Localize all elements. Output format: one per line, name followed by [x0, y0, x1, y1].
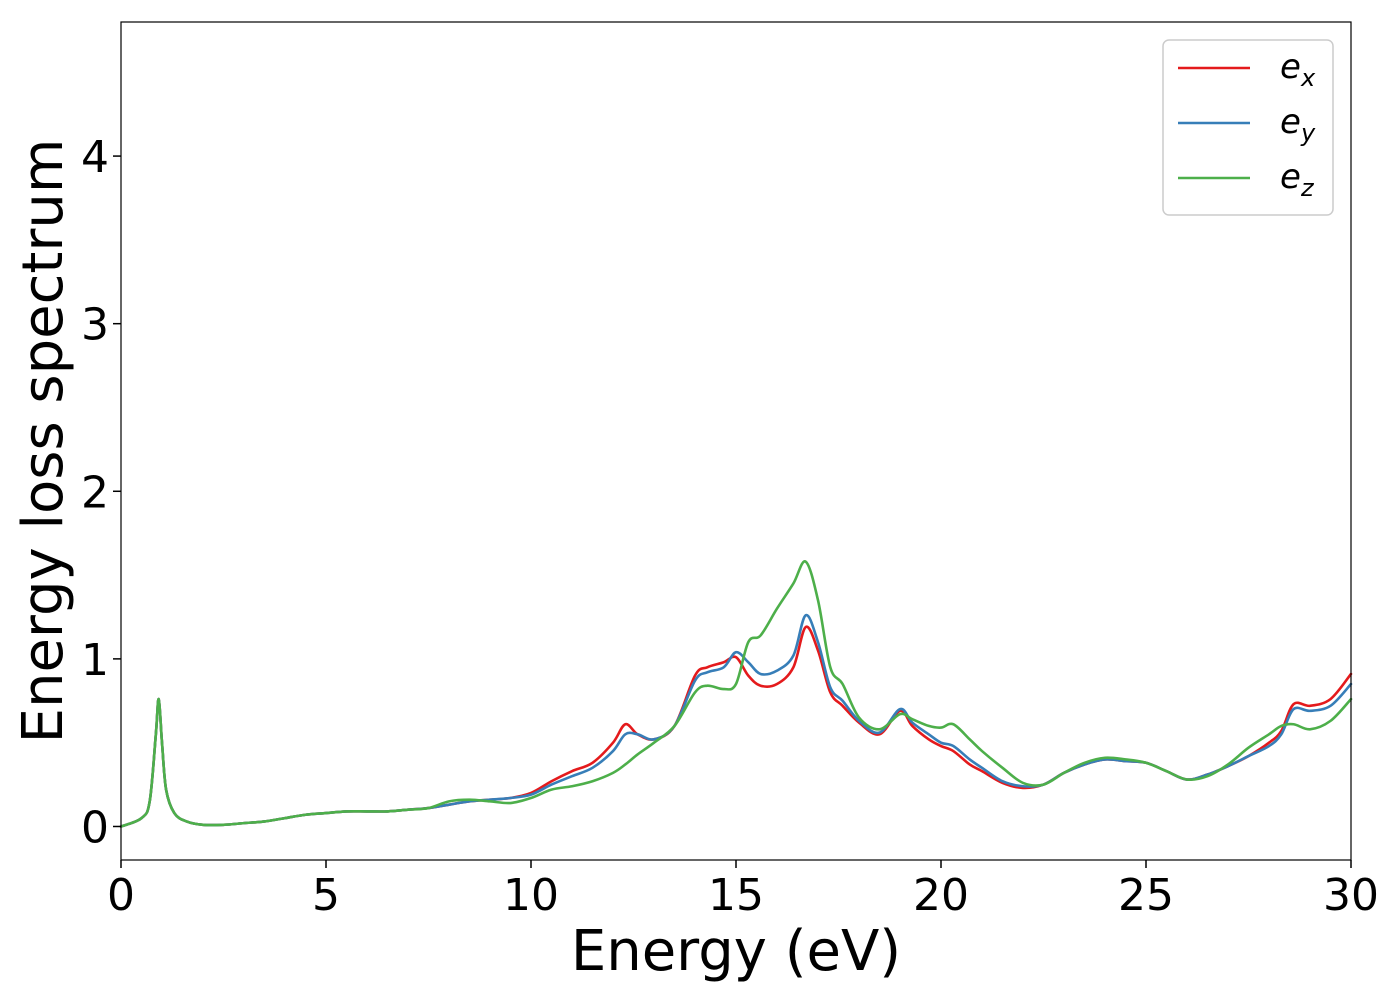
legend-label-subscript: z	[1300, 174, 1315, 202]
y-tick-label: 1	[81, 635, 109, 686]
x-tick-label: 10	[503, 870, 559, 921]
plot-background	[121, 22, 1351, 860]
legend-entries: e xe ye z	[1178, 47, 1316, 202]
x-tick-label: 5	[312, 870, 340, 921]
x-axis-title: Energy (eV)	[571, 919, 901, 984]
x-tick-label: 20	[913, 870, 969, 921]
series-layer	[119, 560, 1353, 828]
y-tick-label: 3	[81, 300, 109, 351]
series-line-e-z	[119, 560, 1353, 828]
x-tick-label: 15	[708, 870, 764, 921]
y-tick-label: 2	[81, 467, 109, 518]
x-axis-ticks: 0 5 10 15 20 25 30	[107, 860, 1379, 921]
x-tick-label: 0	[107, 870, 135, 921]
x-tick-label: 25	[1118, 870, 1174, 921]
legend-box	[1162, 39, 1334, 216]
y-axis-ticks: 0 1 2 3 4	[81, 132, 121, 853]
legend-label-subscript: x	[1300, 64, 1316, 92]
y-tick-label: 4	[81, 132, 109, 183]
legend: e xe ye z	[1162, 39, 1334, 216]
legend-label: e	[1280, 157, 1301, 197]
legend-label-subscript: y	[1300, 119, 1316, 147]
y-axis-title: Energy loss spectrum	[11, 139, 76, 744]
legend-label: e	[1280, 102, 1301, 142]
legend-label: e	[1280, 47, 1301, 87]
y-tick-label: 0	[81, 802, 109, 853]
x-tick-label: 30	[1323, 870, 1379, 921]
